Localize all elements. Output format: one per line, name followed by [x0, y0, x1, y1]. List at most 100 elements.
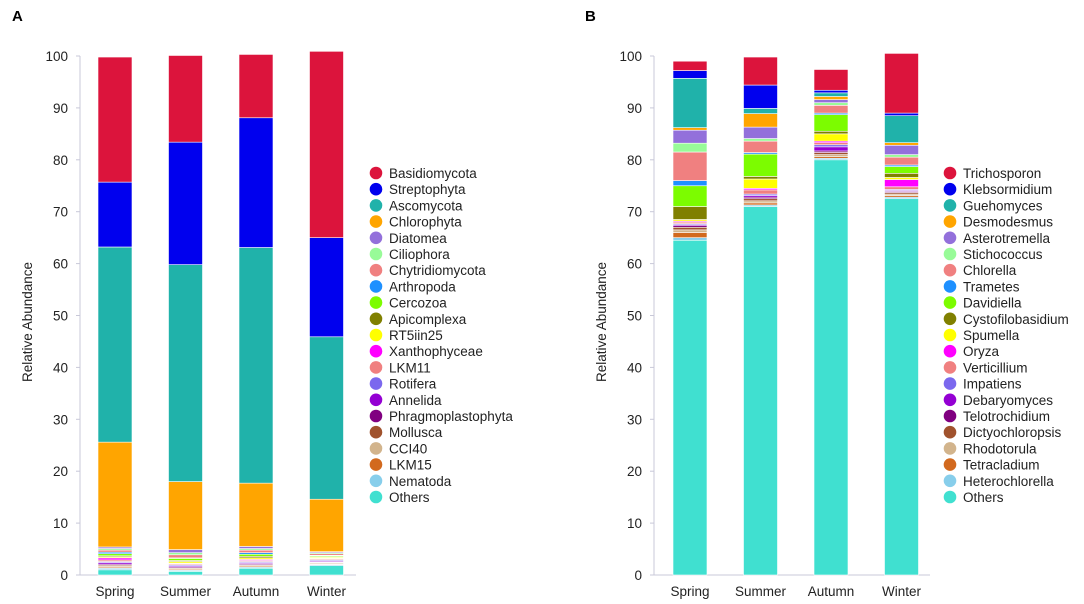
bar-segment [97, 441, 133, 548]
bar-segment [813, 105, 849, 114]
legend-marker [943, 474, 957, 488]
bar-segment [813, 154, 849, 157]
legend-label: LKM11 [389, 360, 431, 375]
bar-segment [884, 115, 919, 143]
bar-segment [309, 237, 344, 338]
legend-label: Asterotremella [963, 231, 1051, 246]
legend-label: Trametes [963, 279, 1020, 294]
legend-marker [369, 166, 383, 180]
y-tick-label: 100 [45, 49, 68, 64]
legend-label: RT5iin25 [389, 328, 443, 343]
legend-label: Davidiella [963, 296, 1022, 311]
bar-segment [743, 206, 778, 576]
bar-segment [97, 56, 133, 183]
legend-marker [369, 490, 383, 504]
legend-label: Basidiomycota [389, 166, 477, 181]
bar-segment [238, 482, 274, 547]
bar-segment [97, 553, 133, 557]
bar-segment [743, 140, 778, 153]
bar-segment [672, 180, 708, 187]
y-tick-label: 10 [53, 516, 68, 531]
bar-segment [309, 498, 344, 552]
bar-segment [168, 481, 203, 550]
legend-marker [369, 458, 383, 471]
bar-segment [813, 152, 849, 155]
legend-marker [943, 393, 957, 407]
x-tick-label: Autumn [808, 584, 855, 599]
legend-marker [943, 442, 957, 455]
bar-segment [813, 133, 849, 142]
y-axis-label-b: Relative Abundance [594, 262, 609, 382]
legend-marker [943, 296, 957, 309]
legend-label: Chlorella [963, 263, 1017, 278]
bar-segment [743, 113, 778, 128]
bar-segment [238, 247, 274, 484]
legend-marker [369, 409, 383, 423]
bar-segment [884, 154, 919, 158]
legend-marker [369, 231, 383, 245]
y-tick-label: 60 [53, 257, 68, 272]
legend-marker [943, 458, 957, 471]
bar-segment [168, 55, 203, 143]
bar-segment [672, 237, 708, 241]
bar-segment [672, 232, 708, 238]
x-tick-label: Summer [735, 584, 787, 599]
legend-marker [943, 199, 957, 212]
legend-marker [943, 361, 957, 374]
bar-segment [168, 552, 203, 556]
legend-marker [369, 182, 383, 196]
legend-label: Trichosporon [963, 166, 1041, 181]
legend-label: Xanthophyceae [389, 344, 483, 359]
legend-label: LKM15 [389, 458, 432, 473]
x-tick-label: Winter [882, 584, 922, 599]
bar-segment [884, 177, 919, 180]
bar-segment [238, 54, 274, 119]
y-tick-label: 90 [53, 101, 68, 116]
bar-segment [743, 108, 778, 114]
bar-segment [168, 554, 203, 559]
x-tick-label: Spring [95, 584, 134, 599]
y-tick-label: 0 [634, 568, 642, 583]
bar-segment [813, 69, 849, 91]
bar-segment [884, 198, 919, 576]
bar-segment [884, 53, 919, 114]
bar-segment [97, 557, 133, 561]
legend-label: Chytridiomycota [389, 263, 486, 278]
legend-marker [369, 442, 383, 455]
y-tick-label: 20 [53, 464, 68, 479]
bar-segment [672, 129, 708, 144]
bar-segment [813, 146, 849, 152]
legend-marker [369, 328, 383, 342]
bar-segment [238, 567, 274, 576]
legend-label: Verticillium [963, 360, 1028, 375]
legend-label: Stichococcus [963, 247, 1043, 262]
bar-segment [884, 156, 919, 166]
bar-segment [813, 92, 849, 97]
legend-marker [943, 280, 957, 293]
bar-segment [672, 70, 708, 79]
x-tick-label: Autumn [233, 584, 280, 599]
y-tick-label: 70 [627, 205, 642, 220]
y-tick-label: 90 [627, 101, 642, 116]
legend-label: Chlorophyta [389, 215, 462, 230]
legend-label: Ascomycota [389, 198, 463, 213]
bar-segment [238, 117, 274, 248]
x-tick-label: Summer [160, 584, 212, 599]
bar-segment [743, 189, 778, 195]
legend-label: Guehomyces [963, 198, 1043, 213]
legend-marker [369, 263, 383, 277]
bar-segment [672, 185, 708, 207]
legend-label: Streptophyta [389, 182, 466, 197]
legend-marker [943, 312, 957, 326]
bar-segment [743, 138, 778, 142]
bar-segment [97, 246, 133, 443]
legend-marker [943, 409, 957, 423]
y-tick-label: 100 [619, 49, 642, 64]
bar-segment [743, 84, 778, 109]
panel-a: A Relative Abundance 0 10 20 30 40 50 60 70 80 90… [12, 8, 513, 599]
bar-segment [238, 549, 274, 553]
legend-marker [369, 393, 383, 407]
